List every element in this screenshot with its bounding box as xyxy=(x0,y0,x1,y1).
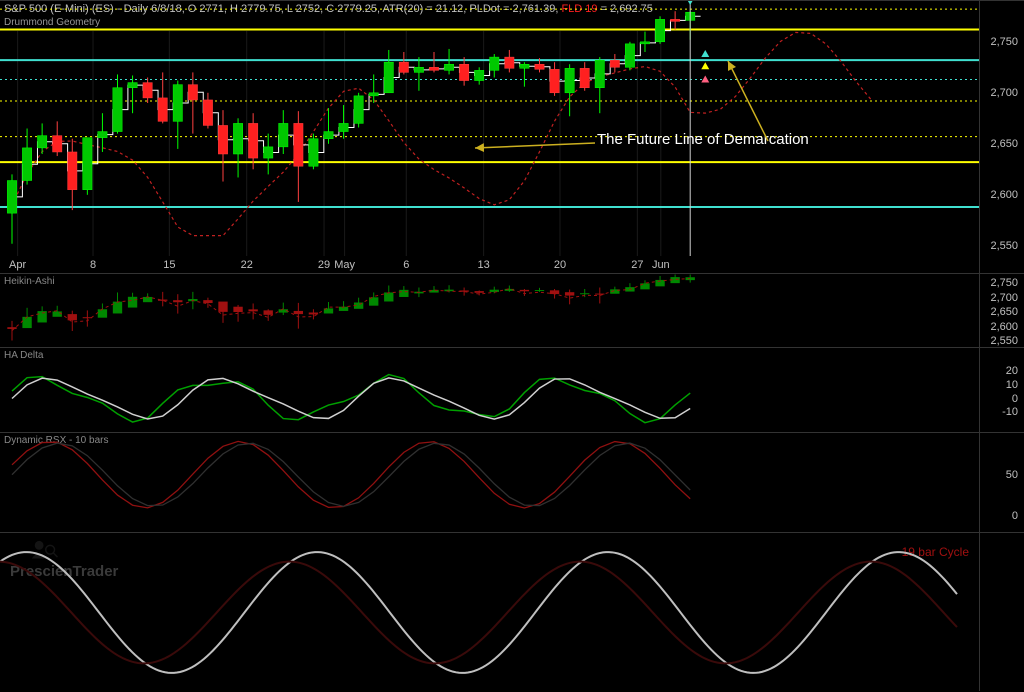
main-price-panel[interactable]: S&P 500 (E-Mini) (ES) - Daily 6/8/18, O … xyxy=(0,0,1024,273)
ha-chart-svg xyxy=(0,274,979,348)
cycle-chart-svg xyxy=(0,533,979,692)
annotation-arrow-right xyxy=(718,56,798,146)
cycle-y-axis xyxy=(979,533,1024,691)
hadelta-y-axis: -1001020 xyxy=(979,348,1024,432)
annotation-arrow-left xyxy=(470,138,600,156)
heikin-ashi-panel[interactable]: Heikin-Ashi 2,5502,6002,6502,7002,750 xyxy=(0,273,1024,347)
ha-y-axis: 2,5502,6002,6502,7002,750 xyxy=(979,274,1024,347)
x-axis-labels: Apr8152229May6132027Jun xyxy=(0,257,979,271)
rsx-y-axis: 050 xyxy=(979,433,1024,532)
hadelta-chart-svg xyxy=(0,348,979,433)
rsx-chart-svg xyxy=(0,433,979,533)
main-y-axis: 2,5502,6002,6502,7002,750 xyxy=(979,1,1024,273)
ha-delta-panel[interactable]: HA Delta -1001020 xyxy=(0,347,1024,432)
rsx-panel[interactable]: Dynamic RSX - 10 bars 050 xyxy=(0,432,1024,532)
cycle-panel[interactable]: PrescienTrader 19 bar Cycle xyxy=(0,532,1024,691)
